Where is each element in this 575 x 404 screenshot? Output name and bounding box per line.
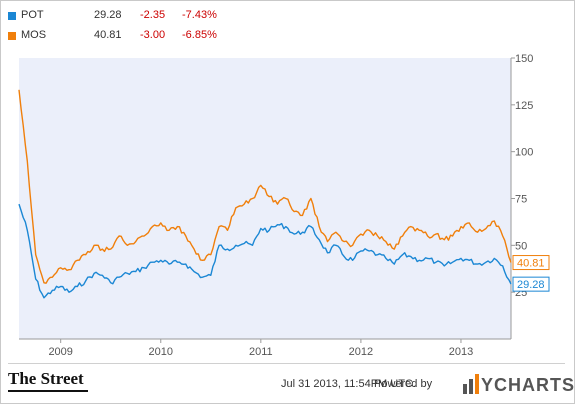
- powered-by-label: Powered by: [374, 378, 433, 390]
- x-tick-label: 2012: [349, 346, 373, 358]
- x-tick-label: 2011: [249, 346, 273, 358]
- series-layer: [18, 89, 512, 299]
- x-tick-label: 2013: [449, 346, 473, 358]
- mos-last-value-label: 40.81: [517, 258, 545, 270]
- mos-series-line: [18, 89, 512, 284]
- thestreet-logo-underline: [8, 390, 88, 392]
- mos-swatch: [8, 32, 16, 40]
- end-labels: 29.28 40.81: [512, 255, 550, 292]
- mos-last-value-box: [512, 255, 550, 271]
- mos-ticker: MOS: [21, 29, 47, 41]
- y-tick-label: 100: [515, 147, 533, 159]
- pot-price: 29.28: [94, 9, 122, 21]
- mos-change: -3.00: [140, 29, 166, 41]
- pot-ticker: POT: [21, 9, 44, 21]
- thestreet-logo-text: The Street: [8, 369, 84, 388]
- y-tick-label: 150: [515, 53, 533, 65]
- pot-change: -2.35: [140, 9, 166, 21]
- ycharts-bars-icon: [463, 374, 479, 394]
- footer-divider: [8, 363, 565, 364]
- thestreet-logo: The Street: [8, 369, 88, 392]
- pot-swatch: [8, 12, 16, 20]
- pot-last-value-box: [512, 276, 550, 292]
- pot-last-value-label: 29.28: [517, 279, 545, 291]
- pot-percent-change: -7.43%: [182, 9, 217, 21]
- mos-price: 40.81: [94, 29, 122, 41]
- y-tick-label: 75: [515, 194, 527, 206]
- plot-area: [19, 58, 511, 339]
- y-tick-label: 125: [515, 100, 533, 112]
- x-tick-label: 2010: [149, 346, 173, 358]
- timestamp: Jul 31 2013, 11:54PM UTC.: [281, 378, 416, 390]
- x-tick-label: 2009: [48, 346, 72, 358]
- mos-percent-change: -6.85%: [182, 29, 217, 41]
- x-axis: 2009 2010 2011 2012 2013: [19, 338, 511, 358]
- ycharts-logo-text: YCHARTS: [481, 375, 575, 395]
- y-tick-label: 50: [515, 240, 527, 252]
- pot-series-line: [18, 203, 512, 299]
